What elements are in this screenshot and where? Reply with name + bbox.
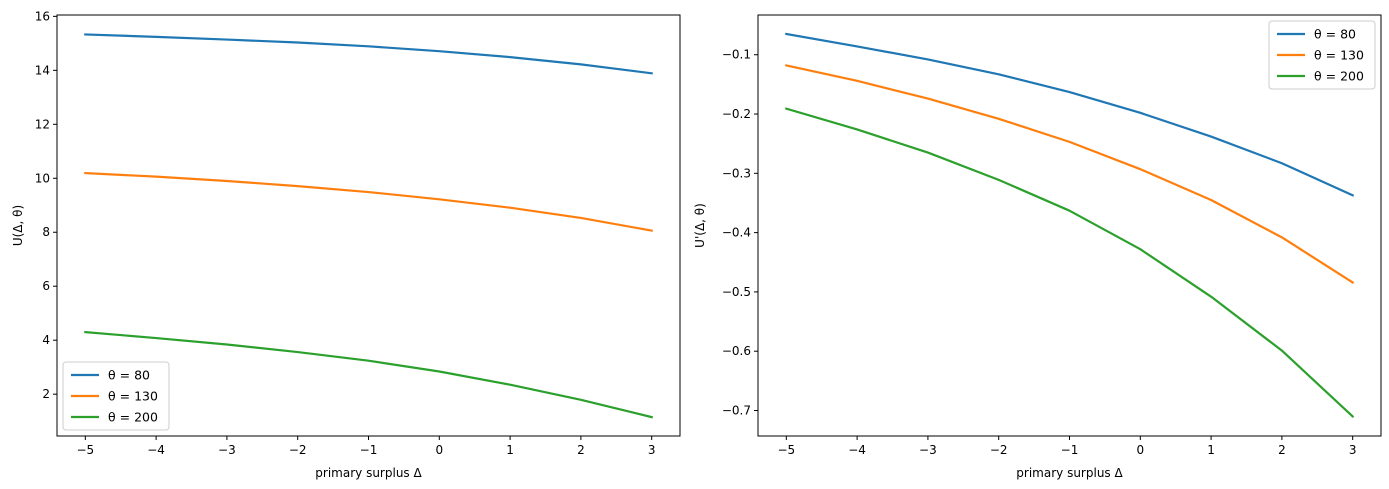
chart-marginal-utility-x-axis-label: primary surplus Δ bbox=[1016, 466, 1123, 480]
chart-marginal-utility-x-tick-label: −5 bbox=[777, 443, 795, 457]
chart-marginal-utility-y-tick-label: −0.1 bbox=[722, 48, 751, 62]
chart-marginal-utility-legend-box bbox=[1268, 20, 1376, 90]
chart-utility-x-tick-label: −1 bbox=[360, 443, 378, 457]
chart-marginal-utility-x-tick-label: −1 bbox=[1061, 443, 1079, 457]
chart-utility-marks bbox=[84, 33, 654, 419]
chart-utility-legend-label: θ = 200 bbox=[108, 410, 158, 425]
chart-marginal-utility-ticks: −5 −4 −3 −2 −1 0 1 2 3 −0.1 −0.2 −0.3 −0.4 −0.5 −0.6 −0… bbox=[722, 48, 1357, 457]
chart-utility-y-tick-label: 10 bbox=[35, 171, 50, 185]
chart-marginal-utility-series-line-2 bbox=[784, 107, 1355, 418]
chart-marginal-utility-x-tick-label: 2 bbox=[1278, 443, 1286, 457]
chart-utility-series-line-0 bbox=[84, 33, 653, 75]
chart-utility-y-tick-label: 4 bbox=[42, 333, 50, 347]
chart-utility-series-line-1 bbox=[84, 171, 653, 232]
chart-utility-y-axis-label: U(Δ, θ) bbox=[11, 205, 25, 246]
chart-utility-x-tick-label: −2 bbox=[289, 443, 307, 457]
chart-marginal-utility-legend: θ = 80 θ = 130 θ = 200 bbox=[1268, 20, 1376, 90]
chart-marginal-utility-legend-label: θ = 80 bbox=[1314, 27, 1356, 42]
chart-utility-legend-label: θ = 80 bbox=[108, 368, 150, 383]
chart-marginal-utility-series-line-0 bbox=[785, 32, 1355, 197]
chart-utility-x-tick-label: 0 bbox=[435, 443, 443, 457]
chart-utility-x-tick-label: −5 bbox=[76, 443, 94, 457]
chart-marginal-utility-x-tick-label: −4 bbox=[848, 443, 866, 457]
chart-utility-x-tick-label: 3 bbox=[648, 443, 656, 457]
chart-marginal-utility-x-tick-label: −3 bbox=[919, 443, 937, 457]
chart-utility-y-tick-label: 12 bbox=[35, 117, 50, 131]
chart-marginal-utility-y-tick-label: −0.5 bbox=[722, 285, 751, 299]
chart-marginal-utility-series-line-1 bbox=[785, 64, 1355, 284]
chart-utility-x-tick-label: −3 bbox=[218, 443, 236, 457]
chart-marginal-utility-y-tick-label: −0.6 bbox=[722, 344, 751, 358]
chart-marginal-utility-x-tick-label: 3 bbox=[1349, 443, 1357, 457]
chart-utility-legend: θ = 80 θ = 130 θ = 200 bbox=[62, 361, 170, 431]
chart-marginal-utility-y-tick-label: −0.2 bbox=[722, 107, 751, 121]
chart-marginal-utility-marks bbox=[784, 32, 1355, 418]
chart-utility-legend-box bbox=[62, 361, 170, 431]
chart-marginal-utility: −5 −4 −3 −2 −1 0 1 2 3 −0.1 −0.2 −0.3 −0.4 −0.5 −0.6 −0… bbox=[693, 14, 1382, 480]
chart-utility-y-tick-label: 8 bbox=[42, 225, 50, 239]
chart-utility-x-tick-label: −4 bbox=[147, 443, 165, 457]
chart-utility-y-tick-label: 2 bbox=[42, 387, 50, 401]
chart-marginal-utility-y-tick-label: −0.3 bbox=[722, 166, 751, 180]
chart-marginal-utility-legend-label: θ = 130 bbox=[1314, 48, 1364, 63]
chart-utility-series-line-2 bbox=[84, 330, 654, 419]
chart-utility-x-axis-label: primary surplus Δ bbox=[315, 466, 422, 480]
chart-utility-legend-label: θ = 130 bbox=[108, 389, 158, 404]
chart-marginal-utility-x-tick-label: 0 bbox=[1136, 443, 1144, 457]
chart-marginal-utility-x-tick-label: 1 bbox=[1207, 443, 1215, 457]
chart-utility-x-tick-label: 1 bbox=[506, 443, 514, 457]
chart-utility-x-tick-label: 2 bbox=[577, 443, 585, 457]
chart-marginal-utility-x-tick-label: −2 bbox=[990, 443, 1008, 457]
chart-marginal-utility-legend-label: θ = 200 bbox=[1314, 69, 1364, 84]
chart-marginal-utility-y-tick-label: −0.4 bbox=[722, 226, 751, 240]
chart-marginal-utility-y-axis-label: U'(Δ, θ) bbox=[693, 203, 707, 248]
chart-utility-y-tick-label: 6 bbox=[42, 279, 50, 293]
chart-utility-y-tick-label: 16 bbox=[35, 9, 50, 23]
chart-utility-y-tick-label: 14 bbox=[35, 63, 50, 77]
chart-marginal-utility-y-tick-label: −0.7 bbox=[722, 404, 751, 418]
